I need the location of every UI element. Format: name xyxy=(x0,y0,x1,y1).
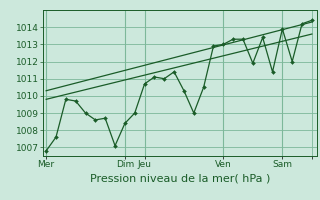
X-axis label: Pression niveau de la mer( hPa ): Pression niveau de la mer( hPa ) xyxy=(90,173,270,183)
